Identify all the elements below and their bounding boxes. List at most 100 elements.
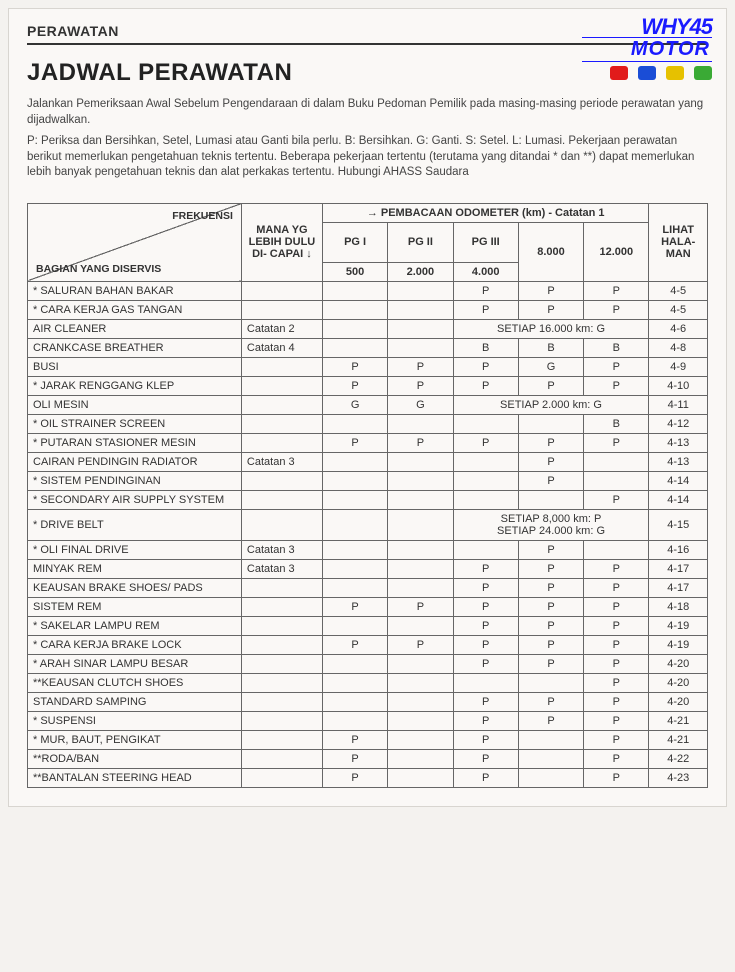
cell-value (388, 730, 453, 749)
cell-value: P (322, 635, 387, 654)
cell-value: P (453, 300, 518, 319)
cell-value: P (388, 433, 453, 452)
cell-item-name: CRANKCASE BREATHER (28, 338, 242, 357)
table-row: **RODA/BANPPP4-22 (28, 749, 708, 768)
cell-value: P (453, 616, 518, 635)
cell-value: P (322, 376, 387, 395)
cell-value: G (322, 395, 387, 414)
cell-value: P (518, 559, 583, 578)
cell-value (322, 673, 387, 692)
cell-value (453, 490, 518, 509)
cell-note (241, 357, 322, 376)
cell-page: 4-12 (649, 414, 708, 433)
cell-value: P (453, 654, 518, 673)
cell-note (241, 490, 322, 509)
cell-value: P (584, 654, 649, 673)
cell-span-note: SETIAP 2.000 km: G (453, 395, 649, 414)
cell-value (322, 338, 387, 357)
table-row: * CARA KERJA GAS TANGANPPP4-5 (28, 300, 708, 319)
header-bagian: BAGIAN YANG DISERVIS (36, 263, 161, 275)
cell-item-name: * MUR, BAUT, PENGIKAT (28, 730, 242, 749)
cell-value (322, 281, 387, 300)
cell-value (388, 452, 453, 471)
cell-value (388, 281, 453, 300)
cell-page: 4-21 (649, 730, 708, 749)
header-km3: 4.000 (453, 262, 518, 281)
cell-value: P (518, 692, 583, 711)
cell-value (388, 414, 453, 433)
cell-item-name: * SAKELAR LAMPU REM (28, 616, 242, 635)
cell-value (388, 616, 453, 635)
cell-value: P (322, 730, 387, 749)
cell-value: P (584, 281, 649, 300)
table-row: * SISTEM PENDINGINANP4-14 (28, 471, 708, 490)
header-halaman: LIHAT HALA- MAN (649, 203, 708, 281)
logo-watermark: WHY45 MOTOR (582, 17, 712, 77)
cell-value: P (518, 540, 583, 559)
table-row: SISTEM REMPPPPP4-18 (28, 597, 708, 616)
cell-item-name: * CARA KERJA BRAKE LOCK (28, 635, 242, 654)
cell-note (241, 692, 322, 711)
logo-line1: WHY45 (582, 17, 712, 37)
cell-value (388, 319, 453, 338)
cell-page: 4-18 (649, 597, 708, 616)
cell-value (388, 300, 453, 319)
table-row: * OIL STRAINER SCREENB4-12 (28, 414, 708, 433)
cell-value (453, 673, 518, 692)
header-km2: 2.000 (388, 262, 453, 281)
brand-icon (610, 66, 628, 80)
cell-note (241, 414, 322, 433)
header-diagonal: FREKUENSI BAGIAN YANG DISERVIS (28, 203, 242, 281)
cell-value: P (584, 559, 649, 578)
cell-value: P (584, 730, 649, 749)
cell-value: P (584, 597, 649, 616)
cell-value (453, 452, 518, 471)
cell-value: P (584, 300, 649, 319)
table-row: **KEAUSAN CLUTCH SHOESP4-20 (28, 673, 708, 692)
header-pg2: PG II (388, 222, 453, 262)
table-row: * SUSPENSIPPP4-21 (28, 711, 708, 730)
cell-item-name: * JARAK RENGGANG KLEP (28, 376, 242, 395)
cell-page: 4-20 (649, 673, 708, 692)
header-km4: 8.000 (518, 222, 583, 281)
cell-value: P (322, 768, 387, 787)
brand-icon (638, 66, 656, 80)
table-row: * SALURAN BAHAN BAKARPPP4-5 (28, 281, 708, 300)
cell-note (241, 711, 322, 730)
cell-value: P (518, 578, 583, 597)
cell-value (322, 616, 387, 635)
cell-value: P (322, 597, 387, 616)
cell-value: P (584, 673, 649, 692)
cell-value (388, 540, 453, 559)
brand-icon (666, 66, 684, 80)
table-row: * JARAK RENGGANG KLEPPPPPP4-10 (28, 376, 708, 395)
cell-item-name: **RODA/BAN (28, 749, 242, 768)
cell-page: 4-19 (649, 616, 708, 635)
cell-page: 4-23 (649, 768, 708, 787)
cell-value: P (584, 635, 649, 654)
cell-note (241, 768, 322, 787)
cell-value: P (453, 635, 518, 654)
cell-value: P (584, 578, 649, 597)
cell-value (322, 300, 387, 319)
cell-value: P (584, 376, 649, 395)
cell-value (322, 414, 387, 433)
cell-value: P (322, 433, 387, 452)
cell-value: P (453, 597, 518, 616)
table-row: CRANKCASE BREATHERCatatan 4BBB4-8 (28, 338, 708, 357)
cell-value (388, 711, 453, 730)
cell-item-name: * SECONDARY AIR SUPPLY SYSTEM (28, 490, 242, 509)
cell-value: P (518, 300, 583, 319)
cell-value: P (518, 452, 583, 471)
cell-value (388, 654, 453, 673)
cell-value (388, 471, 453, 490)
cell-note (241, 433, 322, 452)
cell-item-name: * PUTARAN STASIONER MESIN (28, 433, 242, 452)
cell-page: 4-15 (649, 509, 708, 540)
cell-page: 4-11 (649, 395, 708, 414)
cell-value: P (453, 376, 518, 395)
cell-note (241, 376, 322, 395)
cell-value: P (518, 433, 583, 452)
cell-value: P (518, 281, 583, 300)
cell-value: B (453, 338, 518, 357)
